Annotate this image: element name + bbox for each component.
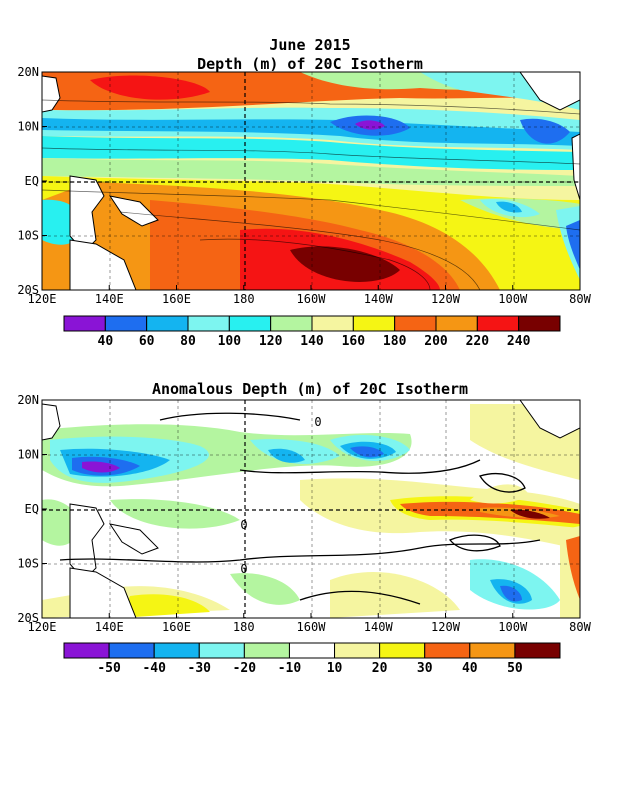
- lon-tick-label: 80W: [569, 292, 591, 306]
- colorbar-label: 220: [466, 334, 490, 349]
- zero-contour-label: 0: [240, 562, 247, 576]
- colorbar-swatch: [476, 315, 520, 332]
- colorbar-swatch: [63, 642, 110, 659]
- colorbar-label: 60: [139, 334, 155, 349]
- lon-tick-label: 120W: [431, 292, 461, 306]
- lat-tick-label: 20N: [17, 393, 39, 407]
- colorbar-swatch: [394, 315, 437, 332]
- colorbar-label: -40: [142, 661, 166, 676]
- colorbar-label: -10: [278, 661, 302, 676]
- lon-tick-label: 140W: [364, 620, 394, 634]
- colorbar-swatch: [104, 315, 148, 332]
- colorbar-swatch: [469, 642, 516, 659]
- colorbar-label: 160: [342, 334, 366, 349]
- anomaly-colorbar: -50 -40 -30 -20 -10 10 20 30 40 50: [63, 642, 561, 676]
- depth-map-panel: 120E 140E 160E 180 160W 140W 120W 100W 80W 20N 10N…: [17, 65, 591, 306]
- lon-tick-label: 140E: [95, 620, 124, 634]
- anomaly-map-axes: 120E 140E 160E 180 160W 140W 120W 100W 80W 20N 10N…: [17, 393, 591, 634]
- colorbar-label: 50: [507, 661, 523, 676]
- colorbar-label: 40: [462, 661, 478, 676]
- colorbar-label: 80: [180, 334, 196, 349]
- colorbar-swatch: [311, 315, 354, 332]
- colorbar-swatch: [379, 642, 426, 659]
- colorbar-label: 40: [98, 334, 114, 349]
- colorbar-label: 180: [383, 334, 407, 349]
- lat-tick-label: 10N: [17, 120, 39, 134]
- colorbar-swatch: [153, 642, 200, 659]
- colorbar-swatch: [424, 642, 471, 659]
- zero-contour-label: 0: [314, 415, 321, 429]
- colorbar-swatch: [352, 315, 396, 332]
- colorbar-swatch: [514, 642, 561, 659]
- depth-map-axes: 120E 140E 160E 180 160W 140W 120W 100W 80W 20N 10N…: [17, 65, 591, 306]
- title-depth: Depth (m) of 20C Isotherm: [197, 55, 423, 73]
- zero-contour-labels: 0 0 0: [240, 415, 321, 576]
- depth-contour-field: [42, 72, 580, 290]
- lat-tick-label: 10S: [17, 229, 39, 243]
- colorbar-swatch: [146, 315, 189, 332]
- colorbar-label: -50: [97, 661, 121, 676]
- colorbar-swatch: [518, 315, 561, 332]
- colorbar-label: 30: [417, 661, 433, 676]
- colorbar-swatch: [108, 642, 155, 659]
- lat-tick-label: 20S: [17, 283, 39, 297]
- lon-tick-label: 180: [233, 292, 255, 306]
- lat-tick-label: EQ: [25, 502, 39, 516]
- colorbar-label: 140: [300, 334, 324, 349]
- lon-tick-label: 120W: [431, 620, 461, 634]
- colorbar-swatch: [288, 642, 336, 659]
- anomaly-contour-field: [42, 400, 580, 618]
- colorbar-swatch: [270, 315, 313, 332]
- lon-tick-label: 140W: [364, 292, 394, 306]
- lat-tick-label: 20S: [17, 611, 39, 625]
- lon-tick-label: 100W: [498, 292, 528, 306]
- colorbar-label: 10: [327, 661, 343, 676]
- colorbar-swatch: [334, 642, 381, 659]
- colorbar-label: 240: [507, 334, 531, 349]
- colorbar-swatch: [243, 642, 290, 659]
- colorbar-label: -20: [233, 661, 257, 676]
- colorbar-label: -30: [188, 661, 212, 676]
- colorbar-label: 100: [218, 334, 242, 349]
- title-month: June 2015: [269, 36, 350, 54]
- lat-tick-label: EQ: [25, 174, 39, 188]
- lon-tick-label: 160W: [297, 620, 327, 634]
- lat-tick-label: 10S: [17, 557, 39, 571]
- lon-tick-label: 100W: [498, 620, 528, 634]
- lat-tick-label: 20N: [17, 65, 39, 79]
- lat-tick-label: 10N: [17, 448, 39, 462]
- colorbar-label: 200: [424, 334, 448, 349]
- lon-tick-label: 160W: [297, 292, 327, 306]
- anomaly-map-panel: 0 0 0 120E 140E 160E 180 160W 140W 120W 100W 80W…: [17, 393, 591, 634]
- colorbar-swatch: [63, 315, 106, 332]
- lon-tick-label: 140E: [95, 292, 124, 306]
- zero-contour-label: 0: [240, 518, 247, 532]
- colorbar-swatch: [435, 315, 478, 332]
- title-anomaly: Anomalous Depth (m) of 20C Isotherm: [152, 380, 468, 398]
- lon-tick-label: 80W: [569, 620, 591, 634]
- lon-tick-label: 120E: [28, 620, 57, 634]
- lon-tick-label: 120E: [28, 292, 57, 306]
- lon-tick-label: 160E: [162, 620, 191, 634]
- colorbar-swatch: [187, 315, 230, 332]
- depth-colorbar: 40 60 80 100 120 140 160 180 200 220 240: [63, 315, 561, 349]
- colorbar-swatch: [198, 642, 245, 659]
- colorbar-label: 120: [259, 334, 283, 349]
- colorbar-label: 20: [372, 661, 388, 676]
- lon-tick-label: 160E: [162, 292, 191, 306]
- colorbar-swatch: [228, 315, 272, 332]
- lon-tick-label: 180: [233, 620, 255, 634]
